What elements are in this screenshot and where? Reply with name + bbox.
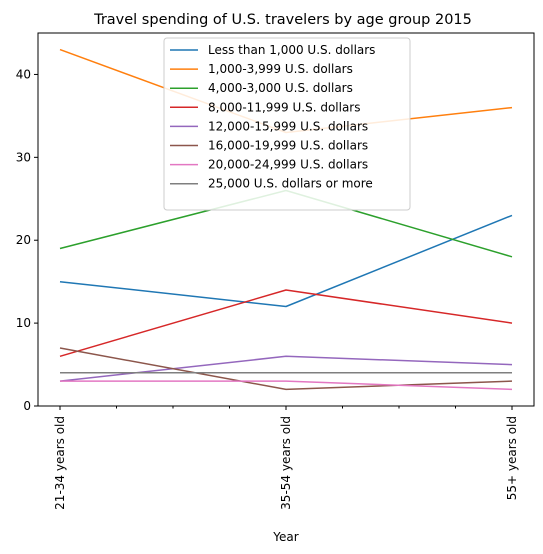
x-tick-label: 55+ years old	[505, 416, 519, 500]
legend-label: 16,000-19,999 U.S. dollars	[208, 139, 368, 153]
legend-label: 1,000-3,999 U.S. dollars	[208, 62, 353, 76]
legend-label: 8,000-11,999 U.S. dollars	[208, 100, 361, 114]
x-tick-label: 21-34 years old	[53, 416, 67, 510]
y-tick-label: 0	[23, 399, 31, 413]
legend-label: Less than 1,000 U.S. dollars	[208, 43, 375, 57]
y-axis: 0 10 20 30 40	[16, 67, 38, 413]
series-line-1	[59, 214, 513, 308]
series-line-4	[59, 289, 513, 358]
legend-label: 4,000-3,000 U.S. dollars	[208, 81, 353, 95]
x-tick-label: 35-54 years old	[279, 416, 293, 510]
x-axis: 21-34 years old 35-54 years old 55+ years …	[53, 406, 519, 510]
legend: Less than 1,000 U.S. dollars 1,000-3,999 …	[163, 37, 411, 211]
legend-box	[163, 37, 411, 211]
x-axis-label: Year	[272, 530, 298, 544]
legend-label: 12,000-15,999 U.S. dollars	[208, 119, 368, 133]
series-line-7	[60, 380, 513, 391]
y-tick-label: 30	[16, 150, 31, 164]
legend-label: 20,000-24,999 U.S. dollars	[208, 158, 368, 172]
series-line-6	[59, 347, 513, 391]
chart-title: Travel spending of U.S. travelers by age…	[93, 12, 472, 28]
legend-label: 25,000 U.S. dollars or more	[208, 177, 373, 191]
y-tick-label: 10	[16, 316, 31, 330]
y-tick-label: 40	[16, 67, 31, 81]
y-tick-label: 20	[16, 233, 31, 247]
